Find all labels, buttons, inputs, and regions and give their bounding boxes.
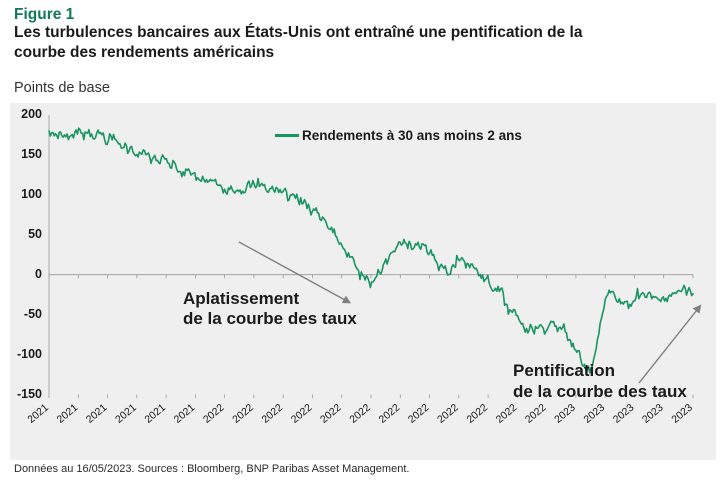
svg-text:2021: 2021 [25, 402, 51, 426]
svg-text:2023: 2023 [552, 402, 578, 426]
svg-text:2022: 2022 [406, 402, 432, 426]
svg-text:2021: 2021 [172, 402, 198, 426]
svg-text:2022: 2022 [464, 402, 490, 426]
svg-text:Aplatissement: Aplatissement [183, 289, 300, 308]
svg-text:2022: 2022 [201, 402, 227, 426]
svg-text:2023: 2023 [669, 402, 695, 426]
svg-text:2022: 2022 [435, 402, 461, 426]
svg-text:de la courbe des taux: de la courbe des taux [183, 309, 357, 328]
svg-text:2022: 2022 [260, 402, 286, 426]
svg-text:2021: 2021 [113, 402, 139, 426]
svg-text:2023: 2023 [582, 402, 608, 426]
svg-text:2022: 2022 [289, 402, 315, 426]
svg-text:2021: 2021 [55, 402, 81, 426]
svg-text:Pentification: Pentification [513, 361, 615, 380]
svg-text:2022: 2022 [523, 402, 549, 426]
svg-text:2022: 2022 [494, 402, 520, 426]
svg-text:2022: 2022 [347, 402, 373, 426]
svg-text:2022: 2022 [230, 402, 256, 426]
svg-text:2021: 2021 [142, 402, 168, 426]
svg-text:2022: 2022 [318, 402, 344, 426]
svg-text:2023: 2023 [640, 402, 666, 426]
svg-text:2022: 2022 [377, 402, 403, 426]
svg-text:2021: 2021 [84, 402, 110, 426]
svg-text:2023: 2023 [611, 402, 637, 426]
svg-text:de la courbe des taux: de la courbe des taux [513, 382, 687, 401]
